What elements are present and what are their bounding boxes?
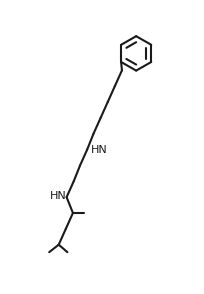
Text: HN: HN — [91, 145, 108, 155]
Text: HN: HN — [50, 191, 67, 201]
